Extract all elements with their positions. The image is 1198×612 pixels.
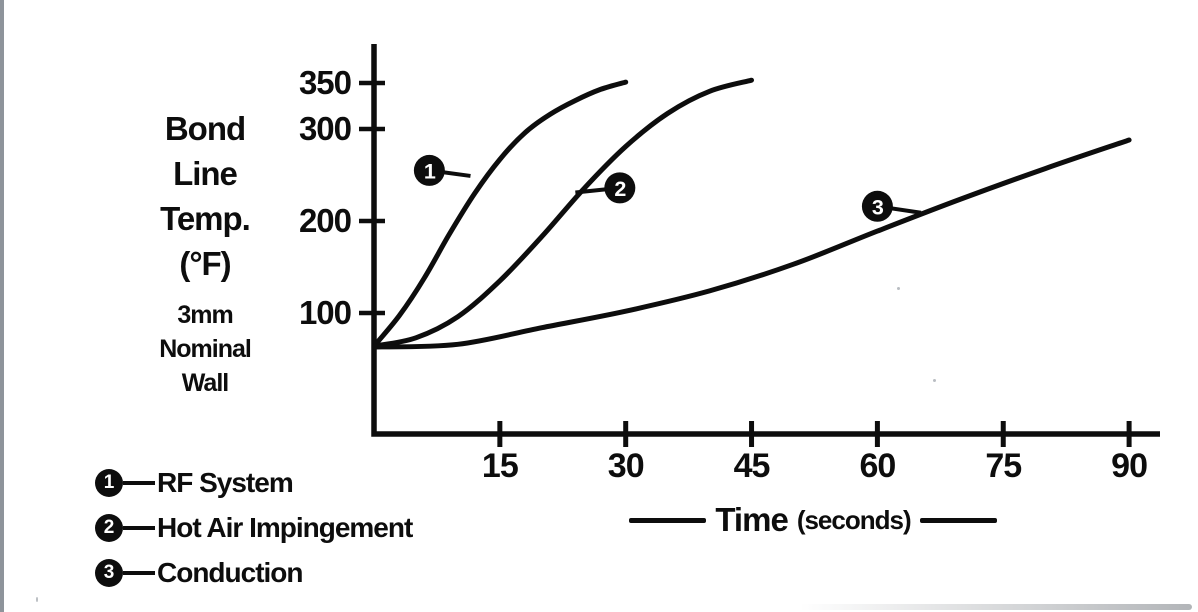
x-tick-label: 90: [1111, 447, 1147, 485]
legend-label: Conduction: [157, 557, 304, 588]
legend-dash: [123, 526, 155, 530]
marker-number: 3: [872, 195, 884, 219]
scan-left-edge: [0, 0, 4, 612]
x-axis-label-row: Time (seconds): [618, 500, 1008, 540]
marker-number: 2: [614, 177, 626, 201]
y-tick-label: 300: [299, 110, 351, 147]
circled-number-2-icon: 2: [95, 514, 123, 542]
y-axis-note-line: Nominal: [159, 335, 252, 363]
y-tick-label: 200: [299, 202, 351, 239]
curve-rf-system: [371, 79, 629, 349]
curve-hot-air-impingement: [371, 77, 754, 349]
legend-item-hot-air-impingement: 2 Hot Air Impingement: [95, 512, 413, 543]
y-axis-label-line: Line: [173, 155, 238, 192]
legend-item-rf-system: 1 RF System: [95, 467, 412, 498]
scan-speck: [897, 287, 900, 290]
y-axis-label: Bond Line Temp. (°F): [115, 106, 295, 286]
y-axis-label-line: Temp.: [160, 200, 251, 237]
legend-item-conduction: 3 Conduction: [95, 557, 412, 588]
circled-number-3-icon: 3: [95, 559, 123, 587]
marker-number: 1: [424, 159, 436, 183]
scan-bottom-smudge: [800, 604, 1192, 610]
circled-number-1-icon: 1: [95, 469, 123, 497]
curve-conduction: [371, 137, 1132, 350]
x-tick-label: 60: [859, 447, 895, 485]
y-axis-label-block: Bond Line Temp. (°F) 3mm Nominal Wall: [115, 106, 295, 400]
x-axis-label-left-dash: [629, 517, 707, 523]
legend-label: Hot Air Impingement: [157, 512, 413, 543]
scan-speck: [933, 379, 936, 382]
x-tick-label: 30: [608, 447, 644, 485]
x-axis-label-title: Time: [715, 501, 788, 538]
circled-number-3-icon: [861, 190, 893, 222]
legend-dash: [123, 571, 155, 575]
x-tick-label: 15: [482, 447, 518, 485]
x-tick-label: 75: [985, 447, 1021, 485]
circled-number-2-icon: [604, 172, 636, 204]
x-tick-label: 45: [734, 447, 770, 485]
axes: [371, 44, 1160, 437]
x-axis-label-unit: (seconds): [796, 504, 912, 535]
legend-label: RF System: [157, 467, 294, 498]
y-axis-note-line: Wall: [181, 369, 229, 397]
legend: 1 RF System 2 Hot Air Impingement 3 Cond…: [95, 467, 413, 588]
legend-dash: [123, 481, 155, 485]
circled-number-1-icon: [413, 154, 445, 186]
y-axis-label-line: (°F): [179, 245, 231, 282]
x-axis-label-right-dash: [919, 517, 997, 523]
y-axis-label-line: Bond: [164, 110, 246, 147]
y-tick-label: 100: [299, 294, 351, 331]
y-axis-note: 3mm Nominal Wall: [115, 298, 295, 400]
scan-speck: [36, 597, 38, 602]
y-axis-note-line: 3mm: [177, 301, 233, 329]
y-tick-label: 350: [299, 64, 351, 101]
